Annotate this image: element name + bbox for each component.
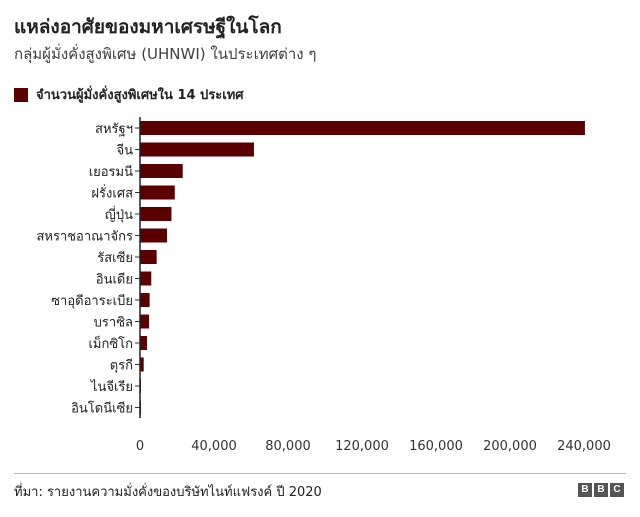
- category-label: บราซิล: [94, 316, 133, 331]
- bar: [140, 271, 152, 286]
- bar: [140, 314, 150, 329]
- x-tick-label: 240,000: [557, 439, 611, 454]
- category-label: เยอรมนี: [89, 164, 133, 180]
- legend: จำนวนผู้มั่งคั่งสูงพิเศษใน 14 ประเทศ: [14, 84, 244, 105]
- category-label: รัสเซีย: [97, 250, 133, 266]
- category-label: ซาอุดีอาระเบีย: [51, 293, 133, 309]
- category-label: สหรัฐฯ: [95, 122, 133, 137]
- bar: [140, 336, 148, 350]
- bar: [140, 142, 254, 157]
- x-tick-label: 200,000: [483, 439, 537, 454]
- bar: [140, 357, 144, 372]
- category-label: อินโดนีเซีย: [71, 401, 133, 417]
- footer-divider: [14, 473, 626, 474]
- bar: [140, 228, 168, 243]
- x-tick-label: 120,000: [335, 439, 389, 454]
- legend-swatch: [14, 87, 28, 102]
- chart-title: แหล่งอาศัยของมหาเศรษฐีในโลก: [14, 16, 282, 38]
- source-note: ที่มา: รายงานความมั่งคั่งของบริษัทไนท์แฟ…: [14, 485, 322, 500]
- category-label: อินเดีย: [96, 272, 133, 288]
- category-label: จีน: [116, 143, 133, 159]
- x-tick-label: 80,000: [265, 439, 311, 454]
- bar-chart: สหรัฐฯจีนเยอรมนีฝรั่งเศสญี่ปุ่นสหราชอาณา…: [36, 117, 611, 454]
- bar: [140, 121, 585, 135]
- category-label: ตุรกี: [110, 358, 133, 374]
- category-label: ญี่ปุ่น: [105, 206, 133, 223]
- x-tick-label: 160,000: [409, 439, 463, 454]
- chart-subtitle: กลุ่มผู้มั่งคั่งสูงพิเศษ (UHNWI) ในประเท…: [14, 45, 317, 63]
- bar: [140, 207, 172, 221]
- bar: [140, 164, 183, 178]
- category-label: สหราชอาณาจักร: [36, 230, 133, 245]
- bar: [140, 185, 175, 200]
- x-tick-label: 40,000: [191, 439, 237, 454]
- x-tick-label: 0: [136, 439, 144, 454]
- bar: [140, 293, 150, 307]
- category-label: ฝรั่งเศส: [91, 185, 133, 202]
- bar: [140, 250, 157, 264]
- category-label: ไนจีเรีย: [90, 379, 133, 395]
- legend-label: จำนวนผู้มั่งคั่งสูงพิเศษใน 14 ประเทศ: [36, 88, 244, 103]
- category-label: เม็กซิโก: [88, 334, 133, 352]
